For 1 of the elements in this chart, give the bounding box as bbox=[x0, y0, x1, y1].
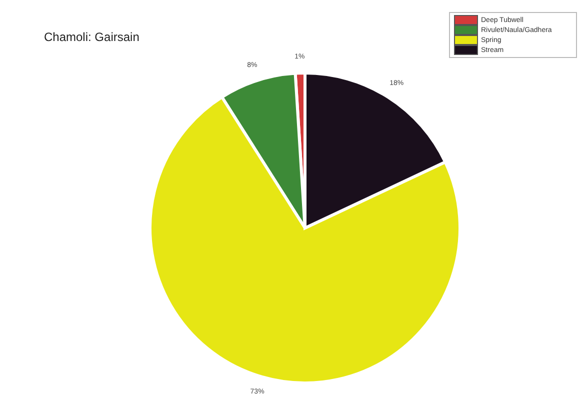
text: Chamoli: Gairsain bbox=[44, 30, 140, 44]
